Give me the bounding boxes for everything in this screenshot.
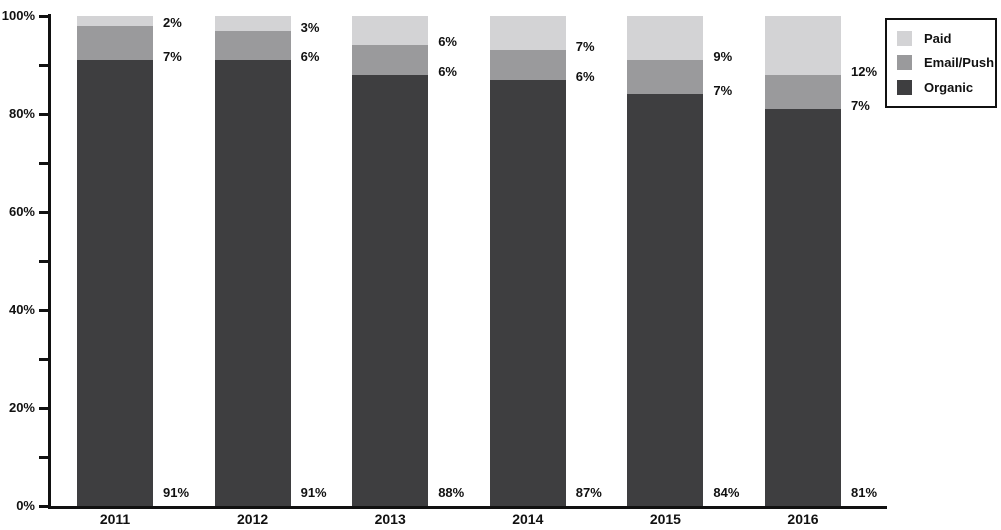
bar-segment-email-push-2013 [352, 45, 429, 75]
segment-value-label-paid-2015: 9% [713, 49, 733, 65]
bar-segment-organic-2016 [765, 109, 841, 506]
segment-value-label-email-push-2012: 6% [300, 49, 320, 65]
x-tick-label-2014: 2014 [512, 511, 544, 527]
segment-value-label-paid-2011: 2% [163, 14, 182, 30]
y-axis-tick [39, 309, 48, 312]
segment-value-label-email-push-2015: 7% [713, 83, 733, 99]
legend-swatch-email-push-icon [897, 55, 912, 71]
x-tick-label-2013: 2013 [374, 511, 406, 527]
segment-value-label-paid-2013: 6% [438, 34, 457, 50]
bar-segment-organic-2014 [489, 79, 566, 506]
x-axis-line [48, 506, 887, 509]
bar-segment-organic-2015 [627, 94, 704, 506]
segment-value-label-organic-2016: 81% [851, 485, 878, 500]
y-axis-tick-label: 0% [16, 498, 35, 513]
segment-value-label-organic-2015: 84% [713, 485, 740, 500]
bar-segment-email-push-2015 [627, 60, 704, 95]
segment-value-label-email-push-2013: 6% [438, 63, 457, 79]
bar-segment-paid-2016 [765, 16, 841, 75]
y-axis-tick-label: 40% [8, 302, 35, 317]
y-axis-tick [39, 456, 48, 459]
y-axis-tick [39, 162, 48, 165]
y-axis-tick-label: 100% [1, 8, 35, 23]
segment-value-label-email-push-2016: 7% [851, 98, 870, 114]
bar-segment-email-push-2011 [77, 25, 153, 61]
segment-value-label-organic-2014: 87% [575, 485, 602, 500]
legend-label-organic: Organic [924, 80, 974, 96]
segment-value-label-organic-2013: 88% [438, 485, 465, 500]
bar-segment-paid-2013 [352, 16, 429, 46]
y-axis-tick [39, 64, 48, 67]
y-axis-tick [39, 505, 48, 508]
legend: Paid Email/Push Organic [885, 18, 997, 108]
bar-segment-organic-2011 [77, 60, 153, 506]
y-axis-line [48, 14, 51, 509]
y-axis-tick-label: 60% [8, 204, 35, 219]
legend-item-organic: Organic [897, 80, 989, 96]
segment-value-label-paid-2012: 3% [300, 19, 320, 35]
segment-value-label-paid-2016: 12% [851, 63, 878, 79]
segment-value-label-organic-2011: 91% [163, 485, 190, 500]
y-axis-tick [39, 15, 48, 18]
legend-label-paid: Paid [924, 30, 952, 46]
legend-item-email-push: Email/Push [897, 55, 994, 71]
bar-segment-paid-2011 [77, 16, 153, 26]
bar-segment-organic-2013 [352, 74, 429, 506]
bar-segment-email-push-2014 [489, 50, 566, 80]
segment-value-label-organic-2012: 91% [300, 485, 327, 500]
legend-swatch-paid-icon [897, 30, 912, 46]
bar-segment-paid-2012 [214, 16, 291, 31]
y-axis-tick-label: 20% [8, 400, 35, 415]
y-axis-tick-label: 80% [8, 106, 35, 121]
bar-segment-paid-2015 [627, 16, 704, 61]
y-axis-tick [39, 211, 48, 214]
bar-segment-organic-2012 [214, 60, 291, 506]
segment-value-label-email-push-2014: 6% [575, 68, 595, 84]
y-axis-tick [39, 407, 48, 410]
y-axis-tick [39, 260, 48, 263]
segment-value-label-paid-2014: 7% [575, 39, 595, 55]
bar-segment-paid-2014 [489, 16, 566, 51]
y-axis-tick [39, 113, 48, 116]
x-tick-label-2015: 2015 [649, 511, 681, 527]
segment-value-label-email-push-2011: 7% [163, 49, 182, 65]
legend-label-email-push: Email/Push [924, 55, 995, 71]
x-tick-label-2011: 2011 [99, 511, 131, 527]
legend-swatch-organic-icon [897, 80, 912, 96]
x-tick-label-2016: 2016 [787, 511, 819, 527]
legend-item-paid: Paid [897, 30, 989, 46]
y-axis-tick [39, 358, 48, 361]
x-tick-label-2012: 2012 [237, 511, 269, 527]
bar-segment-email-push-2016 [765, 74, 841, 110]
bar-segment-email-push-2012 [214, 30, 291, 61]
